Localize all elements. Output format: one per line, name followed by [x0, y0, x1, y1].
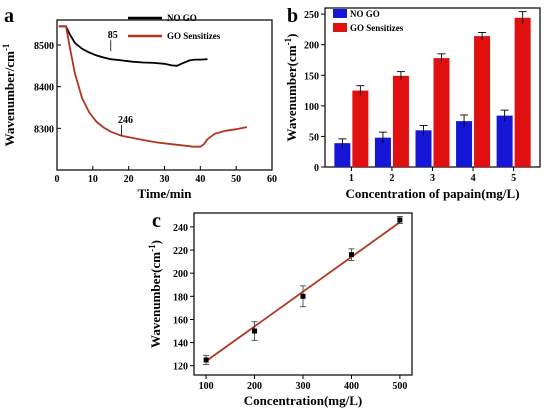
y-tick-label-c: 120 — [173, 362, 188, 373]
panel-a-letter: a — [4, 5, 14, 27]
data-point-c — [300, 293, 306, 299]
x-axis-title-a: Time/min — [138, 186, 193, 201]
bar-b-no-go — [496, 115, 513, 167]
annotation-label-a: 246 — [118, 115, 133, 126]
data-point-c — [397, 217, 403, 223]
y-tick-label-c: 240 — [173, 223, 188, 234]
series-line-a-no-go — [58, 25, 208, 67]
y-tick-label-a: 8300 — [34, 124, 54, 135]
y-tick-label-a: 8400 — [34, 83, 54, 94]
y-tick-label-b: 250 — [304, 10, 319, 21]
panel-b: b 0 50 100 150 200 250 1 2 3 4 5 Concentration of p… — [283, 5, 541, 201]
legend-label-b: GO Sensitizes — [350, 23, 404, 33]
x-tick-label-a: 40 — [195, 174, 205, 185]
y-tick-label-c: 220 — [173, 246, 188, 257]
x-tick-label-b: 1 — [349, 173, 354, 184]
data-point-c — [203, 357, 209, 363]
panel-b-letter: b — [287, 5, 298, 27]
y-tick-label-c: 140 — [173, 339, 188, 350]
legend-swatch-b — [333, 23, 347, 32]
y-tick-label-b: 200 — [304, 41, 319, 52]
x-axis-title-b: Concentration of papain(mg/L) — [345, 186, 519, 201]
x-tick-label-b: 3 — [430, 173, 435, 184]
y-tick-label-b: 0 — [314, 163, 319, 174]
x-tick-label-a: 50 — [231, 174, 241, 185]
bar-b-go-sensitizes — [433, 58, 450, 168]
bar-b-go-sensitizes — [352, 90, 369, 167]
bar-b-go-sensitizes — [514, 17, 531, 168]
series-line-a-go-sensitizes — [58, 25, 248, 148]
data-point-c — [252, 328, 258, 334]
bar-b-no-go — [415, 130, 432, 167]
x-tick-label-a: 0 — [55, 174, 60, 185]
x-tick-label-a: 30 — [160, 174, 170, 185]
panel-a: a 0 10 20 30 40 50 60 8300 8400 8500 Time/min Waven… — [1, 5, 277, 201]
x-tick-label-b: 5 — [511, 173, 516, 184]
bar-b-no-go — [374, 137, 391, 167]
panel-c: c 100 200 300 400 500 120 140 160 180 200 220 240 Co… — [147, 210, 413, 408]
plot-frame-a — [56, 19, 273, 171]
bar-b-no-go — [334, 143, 351, 167]
y-tick-label-b: 150 — [304, 71, 319, 82]
legend-label-a: GO Sensitizes — [167, 31, 221, 41]
bar-b-go-sensitizes — [392, 75, 409, 167]
y-tick-label-c: 180 — [173, 292, 188, 303]
y-axis-title-b: Wavenumber(cm-1) — [283, 34, 299, 142]
legend-swatch-b — [333, 9, 347, 18]
x-tick-label-a: 10 — [88, 174, 98, 185]
x-tick-label-a: 20 — [124, 174, 134, 185]
bar-b-no-go — [456, 121, 473, 167]
x-axis-title-c: Concentration(mg/L) — [244, 393, 362, 408]
x-tick-label-b: 4 — [471, 173, 476, 184]
panel-c-letter: c — [152, 210, 161, 232]
x-tick-label-c: 100 — [199, 381, 214, 392]
x-tick-label-c: 200 — [247, 381, 262, 392]
y-tick-label-a: 8500 — [34, 41, 54, 52]
bar-b-go-sensitizes — [474, 36, 491, 167]
legend-label-a: NO GO — [167, 13, 197, 23]
legend-label-b: NO GO — [350, 9, 380, 19]
y-tick-label-c: 200 — [173, 269, 188, 280]
y-tick-label-c: 160 — [173, 315, 188, 326]
y-axis-title-c: Wavenumber(cm-1) — [147, 240, 163, 348]
x-tick-label-c: 500 — [392, 381, 407, 392]
x-tick-label-c: 300 — [296, 381, 311, 392]
x-tick-label-b: 2 — [389, 173, 394, 184]
x-tick-label-c: 400 — [344, 381, 359, 392]
x-tick-label-a: 60 — [267, 174, 277, 185]
y-tick-label-b: 50 — [309, 132, 319, 143]
y-tick-label-b: 100 — [304, 102, 319, 113]
data-point-c — [348, 252, 354, 258]
y-axis-title-a: Wavenumber/cm-1 — [1, 43, 17, 146]
annotation-label-a: 85 — [108, 30, 118, 41]
